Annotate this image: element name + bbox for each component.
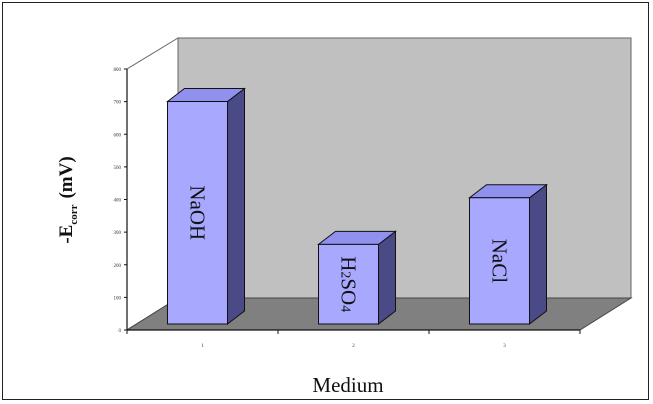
x-tick-label: 1 [201,344,204,349]
x-tick-label: 2 [352,344,355,349]
bars: NaOH H2SO4 NaCl [166,87,548,326]
back-wall [177,37,632,299]
y-axis-label-main: -E [56,225,77,244]
y-tick-label: 600 [114,133,122,138]
bar-side [227,87,245,326]
bar-side [529,183,547,326]
y-tick-label: 700 [114,101,122,106]
y-ticks: 0 100 200 300 400 500 600 700 800 [114,68,127,334]
bar-label: NaOH [186,185,210,240]
bar-label: NaCl [488,239,512,283]
x-tick-label: 3 [503,344,506,349]
y-tick-label: 300 [114,231,122,236]
y-tick-label: 800 [114,68,122,73]
bar: NaOH [166,87,246,326]
bar: NaCl [468,183,548,326]
y-tick-label: 100 [114,296,122,301]
y-axis-label-sub: corr [68,204,80,224]
y-axis-label: -Ecorr (mV) [56,156,80,243]
bar: H2SO4 [317,230,397,326]
y-tick-label: 400 [114,199,122,204]
x-axis-label: Medium [312,373,383,397]
bar-side [378,230,396,326]
bar-front [167,101,228,325]
bar-label: H2SO4 [337,256,361,312]
bar-front [469,197,530,325]
y-tick-label: 500 [114,166,122,171]
y-tick-label: 200 [114,264,122,269]
bar-front [318,243,379,325]
x-ticks: 1 2 3 [126,330,581,349]
y-axis-label-unit: (mV) [56,156,77,198]
y-tick-label: 0 [119,329,122,334]
